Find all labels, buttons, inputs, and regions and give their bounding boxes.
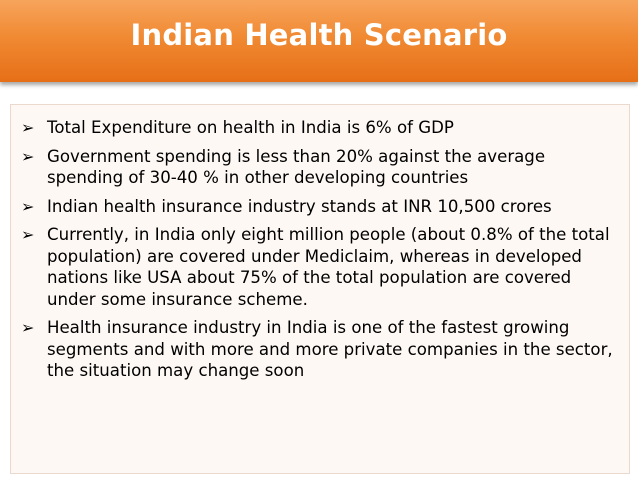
content-panel: ➢ Total Expenditure on health in India i… [10,104,630,474]
arrow-bullet-icon: ➢ [21,118,35,137]
bullet-text-2: Government spending is less than 20% aga… [47,146,546,188]
arrow-bullet-icon: ➢ [21,225,35,244]
bullet-text-1: Total Expenditure on health in India is … [47,118,454,137]
arrow-bullet-icon: ➢ [21,146,35,166]
bullet-text-4: Currently, in India only eight million p… [47,225,610,309]
bullet-item-4: ➢ Currently, in India only eight million… [21,224,615,310]
slide-title: Indian Health Scenario [130,18,508,52]
bullet-list: ➢ Total Expenditure on health in India i… [11,105,629,382]
bullet-item-5: ➢ Health insurance industry in India is … [21,317,615,382]
arrow-bullet-icon: ➢ [21,196,35,216]
bullet-text-5: Health insurance industry in India is on… [47,318,613,380]
bullet-item-1: ➢ Total Expenditure on health in India i… [21,117,615,139]
arrow-bullet-icon: ➢ [21,318,35,337]
title-bar: Indian Health Scenario [0,0,638,82]
bullet-item-3: ➢ Indian health insurance industry stand… [21,196,615,218]
bullet-item-2: ➢ Government spending is less than 20% a… [21,146,615,189]
bullet-text-3: Indian health insurance industry stands … [47,196,552,216]
